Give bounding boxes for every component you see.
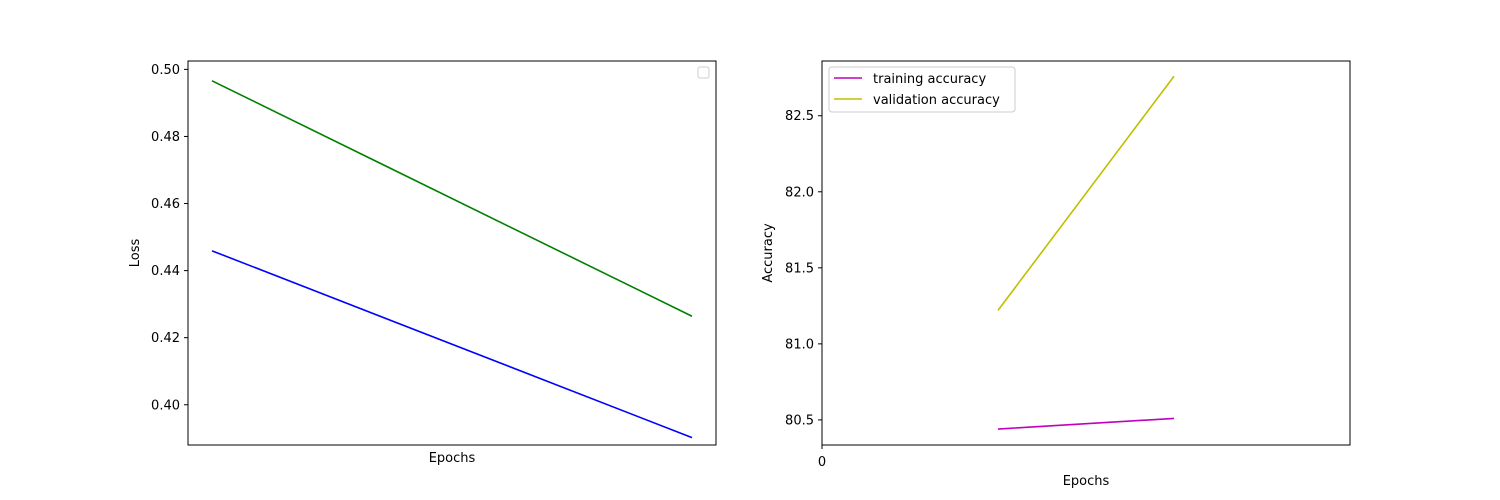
accuracy-y-tick-label: 81.5 — [785, 261, 814, 276]
loss-line-series-2 — [211, 80, 693, 317]
accuracy-series-layer — [997, 75, 1175, 430]
accuracy-y-tick-label: 80.5 — [785, 413, 814, 428]
accuracy-y-tick-label: 81.0 — [785, 337, 814, 352]
accuracy-y-ticks: 80.5 81.0 81.5 82.0 82.5 — [785, 109, 822, 428]
loss-y-tick-label: 0.50 — [151, 63, 180, 78]
loss-series-layer — [211, 80, 693, 439]
accuracy-y-tick-label: 82.5 — [785, 109, 814, 124]
loss-x-axis-label: Epochs — [429, 451, 476, 466]
accuracy-line-training-accuracy — [997, 417, 1175, 430]
accuracy-legend: training accuracy validation accuracy — [828, 66, 1016, 113]
accuracy-y-axis-label: Accuracy — [761, 223, 776, 283]
legend-label-validation-accuracy: validation accuracy — [873, 93, 1000, 108]
accuracy-plot-frame — [821, 60, 1351, 446]
legend-label-training-accuracy: training accuracy — [873, 72, 986, 87]
loss-line-series-1 — [211, 250, 693, 439]
loss-y-ticks: 0.40 0.42 0.44 0.46 0.48 0.50 — [151, 63, 188, 413]
loss-y-tick-label: 0.44 — [151, 264, 180, 279]
loss-y-axis-label: Loss — [128, 239, 143, 268]
accuracy-x-axis-label: Epochs — [1063, 474, 1110, 489]
accuracy-x-tick-label: 0 — [818, 455, 826, 470]
accuracy-chart: 80.5 81.0 81.5 82.0 82.5 0 Epochs Accuracy t… — [761, 60, 1351, 489]
loss-y-tick-label: 0.42 — [151, 331, 180, 346]
loss-y-tick-label: 0.46 — [151, 197, 180, 212]
loss-chart: 0.40 0.42 0.44 0.46 0.48 0.50 Epochs Loss — [128, 60, 717, 466]
accuracy-x-ticks: 0 — [818, 445, 826, 470]
accuracy-y-tick-label: 82.0 — [785, 185, 814, 200]
loss-legend-box — [697, 66, 710, 79]
loss-plot-frame — [187, 60, 717, 446]
loss-y-tick-label: 0.40 — [151, 398, 180, 413]
accuracy-line-validation-accuracy — [997, 75, 1175, 311]
accuracy-legend-box — [828, 66, 1016, 113]
loss-y-tick-label: 0.48 — [151, 130, 180, 145]
